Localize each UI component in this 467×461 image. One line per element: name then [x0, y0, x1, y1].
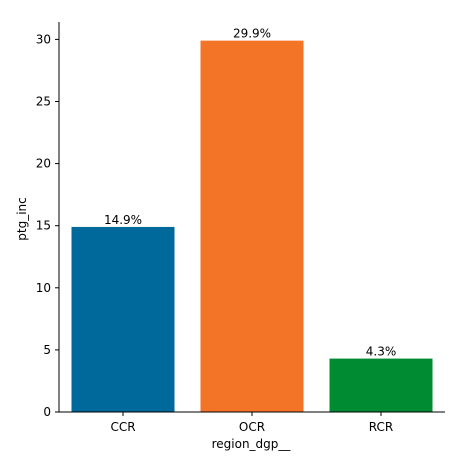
- y-axis: 0 5 10 15 20 25 30: [36, 22, 60, 419]
- x-tick-label-ocr: OCR: [239, 420, 265, 434]
- x-tick-label-rcr: RCR: [369, 420, 393, 434]
- x-tick-label-ccr: CCR: [110, 420, 135, 434]
- y-axis-label: ptg_inc: [15, 197, 29, 240]
- data-labels: 14.9% 29.9% 4.3%: [104, 27, 396, 359]
- y-tick-label: 0: [43, 405, 51, 419]
- bar-ccr: [71, 226, 175, 412]
- bar-rcr: [329, 358, 433, 412]
- data-label-rcr: 4.3%: [366, 345, 397, 359]
- y-tick-label: 20: [36, 157, 51, 171]
- y-tick-label: 15: [36, 219, 51, 233]
- bars: [71, 40, 433, 412]
- y-tick-label: 10: [36, 281, 51, 295]
- bar-ocr: [200, 40, 304, 412]
- data-label-ocr: 29.9%: [233, 27, 271, 41]
- y-tick-label: 30: [36, 32, 51, 46]
- x-axis-label: region_dgp__: [212, 437, 292, 451]
- data-label-ccr: 14.9%: [104, 213, 142, 227]
- y-tick-label: 5: [43, 343, 51, 357]
- y-tick-label: 25: [36, 94, 51, 108]
- x-axis: CCR OCR RCR: [59, 411, 445, 434]
